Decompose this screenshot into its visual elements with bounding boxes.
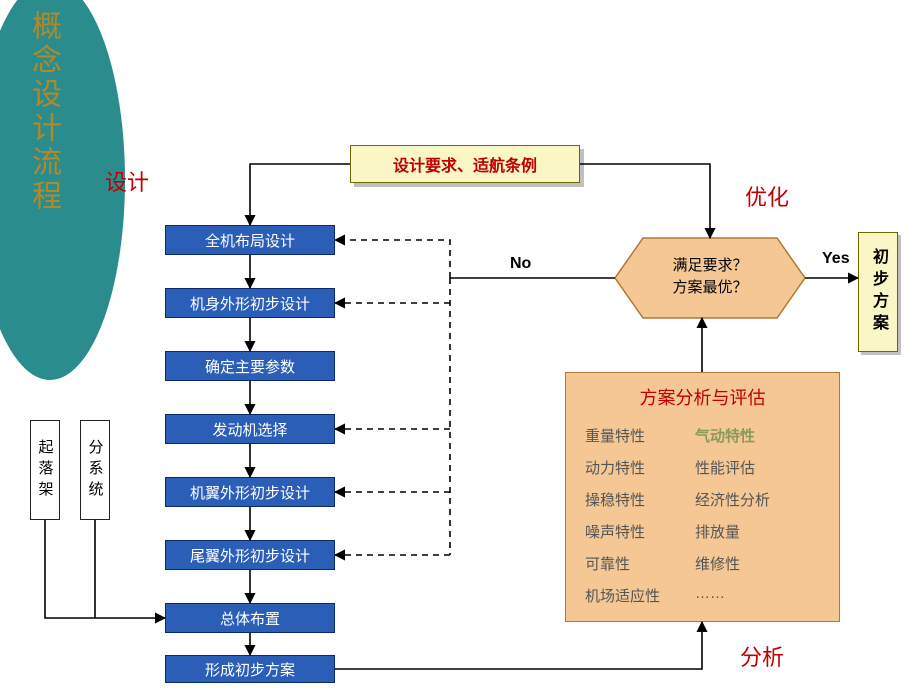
analysis-item-c2-1: 性能评估 bbox=[695, 457, 755, 478]
analysis-item-c1-4: 可靠性 bbox=[585, 553, 630, 574]
process-box-b5: 机翼外形初步设计 bbox=[165, 477, 335, 507]
decision-text-1: 方案最优？ bbox=[672, 278, 747, 296]
label-yes: Yes bbox=[822, 250, 850, 268]
decision-text-0: 满足要求？ bbox=[672, 257, 747, 274]
analysis-item-c1-3: 噪声特性 bbox=[585, 521, 645, 542]
output-box: 初步方案 bbox=[858, 232, 898, 352]
label-no: No bbox=[510, 255, 531, 273]
label-analysis: 分析 bbox=[740, 640, 784, 672]
analysis-title: 方案分析与评估 bbox=[565, 384, 840, 410]
process-box-b3: 确定主要参数 bbox=[165, 351, 335, 381]
analysis-item-c2-2: 经济性分析 bbox=[695, 489, 770, 510]
side-box-s2: 分系统 bbox=[80, 420, 110, 520]
analysis-item-c2-5: …… bbox=[695, 585, 725, 602]
analysis-item-c2-0: 气动特性 bbox=[695, 425, 755, 446]
decision-hexagon bbox=[615, 238, 805, 318]
analysis-item-c1-2: 操稳特性 bbox=[585, 489, 645, 510]
process-box-b6: 尾翼外形初步设计 bbox=[165, 540, 335, 570]
process-box-b4: 发动机选择 bbox=[165, 414, 335, 444]
analysis-item-c1-1: 动力特性 bbox=[585, 457, 645, 478]
process-box-b2: 机身外形初步设计 bbox=[165, 288, 335, 318]
process-box-b7: 总体布置 bbox=[165, 603, 335, 633]
analysis-item-c2-3: 排放量 bbox=[695, 521, 740, 542]
page-title: 概念设计流程 bbox=[21, 10, 65, 214]
top-requirement-box: 设计要求、适航条例 bbox=[350, 145, 580, 183]
label-optimize: 优化 bbox=[745, 180, 789, 212]
label-design: 设计 bbox=[105, 165, 149, 197]
process-box-b8: 形成初步方案 bbox=[165, 655, 335, 683]
side-box-s1: 起落架 bbox=[30, 420, 60, 520]
analysis-item-c1-0: 重量特性 bbox=[585, 425, 645, 446]
analysis-item-c1-5: 机场适应性 bbox=[585, 585, 660, 606]
process-box-b1: 全机布局设计 bbox=[165, 225, 335, 255]
analysis-item-c2-4: 维修性 bbox=[695, 553, 740, 574]
